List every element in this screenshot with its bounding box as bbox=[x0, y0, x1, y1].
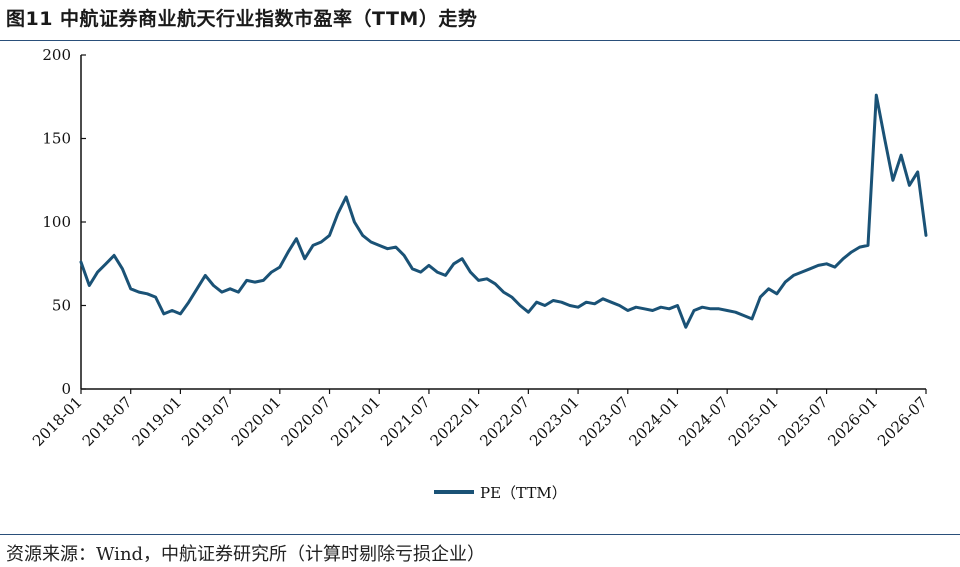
series-layer bbox=[79, 93, 928, 329]
y-tick-label: 200 bbox=[42, 46, 71, 64]
x-tick-label: 2019-07 bbox=[178, 393, 235, 450]
x-tick-label: 2019-01 bbox=[128, 393, 185, 450]
top-divider bbox=[0, 40, 960, 41]
chart-legend: PE（TTM） bbox=[434, 484, 567, 502]
x-tick-label: 2024-07 bbox=[675, 393, 732, 450]
x-tick-label: 2022-01 bbox=[427, 393, 484, 450]
y-tick-label: 100 bbox=[42, 213, 71, 231]
x-tick-label: 2026-07 bbox=[874, 393, 931, 450]
chart-title: 图11 中航证券商业航天行业指数市盈率（TTM）走势 bbox=[6, 8, 478, 30]
pe-line-chart: 0 50 100 150 200 2018-012018-072019-012019-07… bbox=[29, 46, 931, 502]
x-tick-label: 2023-07 bbox=[576, 393, 633, 450]
x-tick-label: 2026-01 bbox=[824, 393, 881, 450]
x-tick-label: 2022-07 bbox=[476, 393, 533, 450]
chart-axes: 0 50 100 150 200 2018-012018-072019-012019-07… bbox=[29, 46, 931, 450]
y-tick-label: 150 bbox=[42, 130, 71, 148]
x-tick-label: 2021-01 bbox=[327, 393, 384, 450]
bottom-divider bbox=[0, 534, 960, 535]
y-tick-label: 0 bbox=[61, 380, 71, 398]
y-tick-label: 50 bbox=[52, 297, 71, 315]
x-tick-label: 2018-07 bbox=[79, 393, 136, 450]
x-tick-label: 2020-07 bbox=[278, 393, 335, 450]
x-tick-label: 2025-07 bbox=[775, 393, 832, 450]
x-tick-label: 2021-07 bbox=[377, 393, 434, 450]
series-line-pe-ttm bbox=[79, 93, 928, 329]
x-tick-label: 2023-01 bbox=[526, 393, 583, 450]
x-tick-label: 2024-01 bbox=[625, 393, 682, 450]
x-tick-label: 2020-01 bbox=[228, 393, 285, 450]
x-tick-label: 2018-01 bbox=[29, 393, 86, 450]
x-tick-label: 2025-01 bbox=[725, 393, 782, 450]
legend-label: PE（TTM） bbox=[480, 484, 567, 502]
source-note: 资源来源：Wind，中航证券研究所（计算时剔除亏损企业） bbox=[6, 544, 486, 565]
